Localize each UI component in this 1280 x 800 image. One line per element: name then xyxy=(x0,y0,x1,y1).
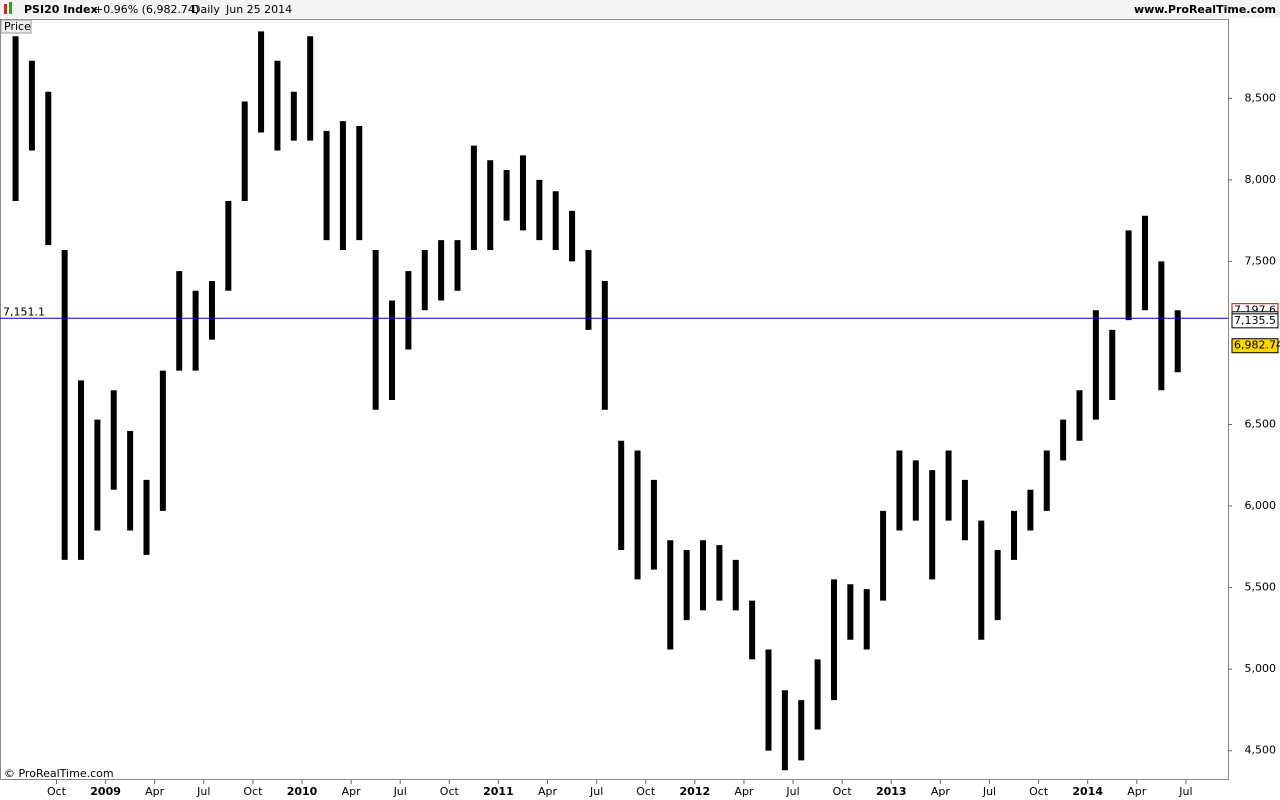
x-tick-label: 2009 xyxy=(90,785,121,798)
icon xyxy=(4,4,7,14)
x-tick-label: Apr xyxy=(538,785,558,798)
panel-label: Price xyxy=(4,20,31,33)
panel-label-box xyxy=(0,19,32,34)
price-tag-box xyxy=(1231,313,1279,329)
x-tick-label: Jul xyxy=(196,785,210,798)
date: Jun 25 2014 xyxy=(225,3,292,16)
y-tick-label: 8,500 xyxy=(1245,91,1277,104)
copyright: © ProRealTime.com xyxy=(4,767,114,780)
icon xyxy=(9,2,12,14)
x-tick-label: Jul xyxy=(589,785,603,798)
y-tick-label: 4,500 xyxy=(1245,744,1277,757)
y-tick-label: 8,000 xyxy=(1245,173,1277,186)
x-tick-label: Jul xyxy=(982,785,996,798)
x-tick-label: Apr xyxy=(1127,785,1147,798)
price-tag-box xyxy=(1231,338,1279,354)
x-tick-label: Apr xyxy=(342,785,362,798)
x-tick-label: Oct xyxy=(440,785,460,798)
y-tick-label: 5,500 xyxy=(1245,581,1277,594)
x-tick-label: Oct xyxy=(833,785,853,798)
x-tick-label: Oct xyxy=(243,785,263,798)
x-tick-label: Apr xyxy=(145,785,165,798)
x-tick-label: Jul xyxy=(785,785,799,798)
x-tick-label: Apr xyxy=(931,785,951,798)
header-bar xyxy=(0,0,1280,18)
x-tick-label: Jul xyxy=(393,785,407,798)
x-tick-label: Apr xyxy=(734,785,754,798)
x-tick-label: Jul xyxy=(1178,785,1192,798)
change: +0.96% (6,982.74) xyxy=(94,3,199,16)
x-tick-label: 2013 xyxy=(876,785,907,798)
x-tick-label: Oct xyxy=(47,785,67,798)
y-tick-label: 7,500 xyxy=(1245,254,1277,267)
price-tag-label: 7,135.5 xyxy=(1234,314,1276,327)
y-tick-label: 6,500 xyxy=(1245,417,1277,430)
y-tick-label: 6,000 xyxy=(1245,499,1277,512)
period: Daily xyxy=(192,3,220,16)
plot-frame xyxy=(0,19,1229,780)
price-tag-label: 6,982.74 xyxy=(1234,339,1280,352)
y-tick-label: 5,000 xyxy=(1245,662,1277,675)
x-tick-label: 2012 xyxy=(680,785,711,798)
x-tick-label: Oct xyxy=(636,785,656,798)
symbol: PSI20 Index xyxy=(24,3,98,16)
x-tick-label: Oct xyxy=(1029,785,1049,798)
site: www.ProRealTime.com xyxy=(1134,3,1276,16)
x-tick-label: 2010 xyxy=(287,785,318,798)
x-tick-label: 2014 xyxy=(1072,785,1103,798)
x-tick-label: 2011 xyxy=(483,785,514,798)
horizontal-line-label: 7,151.1 xyxy=(3,305,45,318)
